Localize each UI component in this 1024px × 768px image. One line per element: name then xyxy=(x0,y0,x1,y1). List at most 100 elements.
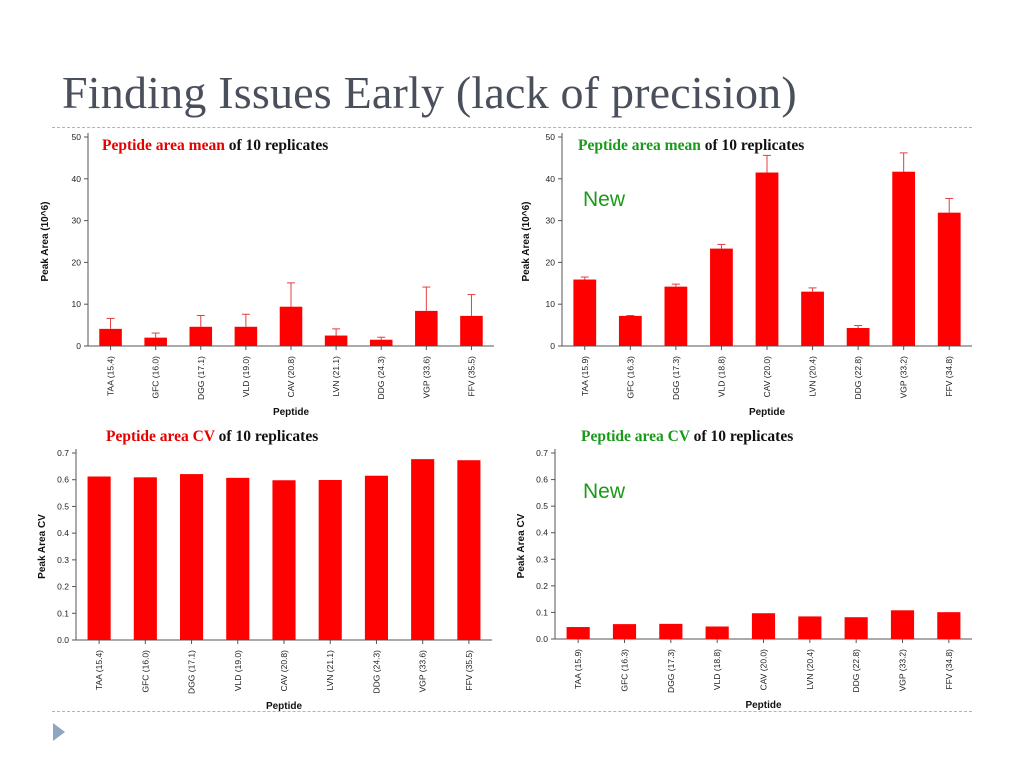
chart-2-title: Peptide area mean of 10 replicates xyxy=(578,137,804,155)
chart-3-bar xyxy=(133,477,157,640)
chart-3-xtick-label: FFV (35.5) xyxy=(464,650,474,691)
chart-4-ytick-label: 0.6 xyxy=(536,475,548,485)
chart-3-bar xyxy=(87,476,111,640)
chart-3-bar xyxy=(318,479,342,640)
chart-1-title: Peptide area mean of 10 replicates xyxy=(102,137,328,155)
chart-3-xtick-label: DDG (24.3) xyxy=(371,650,381,694)
chart-2-xtick-label: DGG (17.3) xyxy=(671,356,681,400)
chart-4-xtick-label: VLD (18.8) xyxy=(712,649,722,690)
chart-4-ytick-label: 0.2 xyxy=(536,581,548,591)
chart-1-bar xyxy=(279,306,303,346)
chart-4-bar xyxy=(844,617,868,639)
chart-1-y-axis-title: Peak Area (10^6) xyxy=(40,202,51,282)
chart-2-bar xyxy=(755,172,779,346)
chart-4-ytick-label: 0.1 xyxy=(536,607,548,617)
chart-3-ytick-label: 0.7 xyxy=(57,448,69,458)
chart-1-xtick-label: DGG (17.1) xyxy=(196,356,206,400)
chart-1-bar xyxy=(144,337,167,346)
chart-3-x-axis-title: Peptide xyxy=(266,701,303,712)
chart-2-bar xyxy=(664,286,688,346)
chart-2-y-axis-title: Peak Area (10^6) xyxy=(521,202,532,282)
chart-4-title-highlight: Peptide area CV xyxy=(581,428,690,445)
chart-1-xtick-label: VGP (33.6) xyxy=(421,356,431,399)
chart-3-xtick-label: GFC (16.0) xyxy=(140,650,150,693)
chart-4-xtick-label: FFV (34.8) xyxy=(944,649,954,690)
chart-3-xtick-label: CAV (20.8) xyxy=(279,650,289,692)
chart-2-bar xyxy=(801,291,824,346)
chart-1-ytick-label: 50 xyxy=(72,132,82,142)
chart-2-bar xyxy=(710,248,733,346)
chart-3-xtick-label: VLD (19.0) xyxy=(233,650,243,691)
slide-title: Finding Issues Early (lack of precision) xyxy=(62,67,797,118)
chart-3-xtick-label: LVN (21.1) xyxy=(325,650,335,691)
chart-1-xtick-label: FFV (35.5) xyxy=(466,356,476,397)
chart-2-xtick-label: DDG (22.8) xyxy=(853,356,863,400)
chart-3-bar xyxy=(180,474,204,640)
chart-2-new-badge: New xyxy=(583,188,626,211)
chart-4-xtick-label: LVN (20.4) xyxy=(805,649,815,690)
chart-1-ytick-label: 20 xyxy=(72,257,82,267)
chart-4-bar xyxy=(612,624,637,639)
chart-2-ytick-label: 20 xyxy=(546,257,556,267)
chart-4-xtick-label: DGG (17.3) xyxy=(666,649,676,693)
chart-4-title: Peptide area CV of 10 replicates xyxy=(581,428,793,446)
chart-4-xtick-label: CAV (20.0) xyxy=(759,649,769,691)
chart-1-xtick-label: VLD (19.0) xyxy=(241,356,251,397)
chart-4-ytick-label: 0.4 xyxy=(536,528,548,538)
chart-1-xtick-label: DDG (24.3) xyxy=(376,356,386,400)
chart-2-bar xyxy=(573,279,597,346)
chart-2-title-rest: of 10 replicates xyxy=(700,137,805,154)
chart-3-bar xyxy=(457,460,481,640)
chart-3-xtick-label: VGP (33.6) xyxy=(418,650,428,693)
chart-1-bar xyxy=(324,335,348,346)
chart-3-title: Peptide area CV of 10 replicates xyxy=(106,428,318,446)
chart-4-bar xyxy=(705,626,729,639)
chart-2-xtick-label: VLD (18.8) xyxy=(716,356,726,397)
chart-1-x-axis-title: Peptide xyxy=(273,407,310,418)
chart-1-bar xyxy=(369,339,393,346)
chart-4-bar xyxy=(751,613,776,639)
chart-3-y-axis-title: Peak Area CV xyxy=(37,514,48,579)
chart-2-x-axis-title: Peptide xyxy=(749,407,786,418)
chart-4-bar xyxy=(798,616,822,639)
chart-4-ytick-label: 0.3 xyxy=(536,554,548,564)
chart-4-bar xyxy=(890,610,915,639)
chart-3-ytick-label: 0.4 xyxy=(57,528,69,538)
chart-1-ytick-label: 40 xyxy=(72,174,82,184)
chart-1-xtick-label: CAV (20.8) xyxy=(286,356,296,398)
chart-3-xtick-label: TAA (15.4) xyxy=(94,650,104,690)
chart-1-ytick-label: 0 xyxy=(76,341,81,351)
chart-2-xtick-label: VGP (33.2) xyxy=(899,356,909,399)
chart-2-ytick-label: 50 xyxy=(546,132,556,142)
chart-1-xtick-label: GFC (16.0) xyxy=(151,356,161,399)
chart-3-ytick-label: 0.2 xyxy=(57,582,69,592)
chart-1-bar xyxy=(99,328,122,346)
chart-1-xtick-label: LVN (21.1) xyxy=(331,356,341,397)
chart-4-title-rest: of 10 replicates xyxy=(689,428,794,445)
chart-4-xtick-label: VGP (33.2) xyxy=(898,649,908,692)
title-divider xyxy=(52,127,972,128)
chart-4-ytick-label: 0.7 xyxy=(536,448,548,458)
chart-3-ytick-label: 0.3 xyxy=(57,555,69,565)
chart-2-xtick-label: LVN (20.4) xyxy=(808,356,818,397)
chart-4-xtick-label: GFC (16.3) xyxy=(620,649,630,692)
chart-1-bar xyxy=(234,326,258,346)
chart-2-title-highlight: Peptide area mean xyxy=(578,137,701,154)
chart-2-bar xyxy=(846,328,870,346)
chart-1-bar xyxy=(415,310,438,346)
chart-2-ytick-label: 40 xyxy=(546,174,556,184)
chart-4-ytick-label: 0.5 xyxy=(536,501,548,511)
chart-4-new-badge: New xyxy=(583,480,626,503)
chart-2-xtick-label: FFV (34.8) xyxy=(944,356,954,397)
chart-2-xtick-label: GFC (16.3) xyxy=(625,356,635,399)
chart-1-title-highlight: Peptide area mean xyxy=(102,137,225,154)
chart-3-ytick-label: 0.0 xyxy=(57,635,69,645)
chart-3-xtick-label: DGG (17.1) xyxy=(187,650,197,694)
chart-4-xtick-label: DDG (22.8) xyxy=(851,649,861,693)
chart-4-bar xyxy=(659,623,683,639)
chart-3-ytick-label: 0.1 xyxy=(57,608,69,618)
chart-2-xtick-label: CAV (20.0) xyxy=(762,356,772,398)
chart-2-ytick-label: 0 xyxy=(550,341,555,351)
chart-3-bar xyxy=(272,480,296,640)
